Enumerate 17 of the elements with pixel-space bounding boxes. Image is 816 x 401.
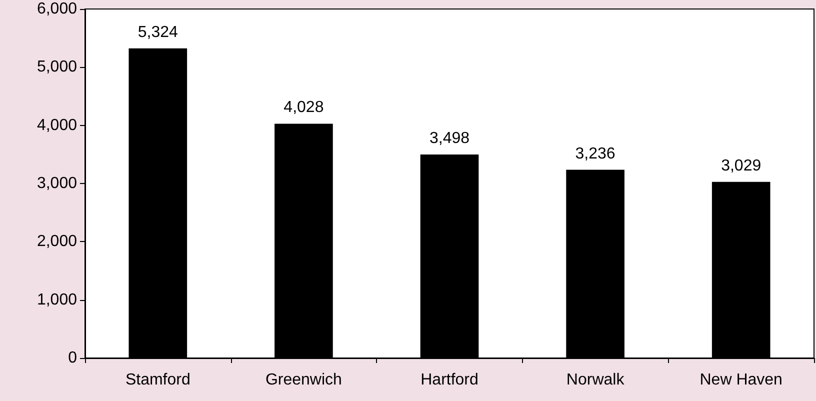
data-label: 3,029 <box>721 157 762 174</box>
x-tick-label: Stamford <box>125 372 190 388</box>
y-tick-label: 2,000 <box>36 233 78 250</box>
x-tick-label: New Haven <box>700 372 782 388</box>
data-label: 4,028 <box>284 99 324 116</box>
y-tick-label: 3,000 <box>36 175 78 192</box>
y-tick-label: 5,000 <box>36 58 78 76</box>
data-label: 3,498 <box>429 130 470 148</box>
x-tick-label: Greenwich <box>265 372 342 388</box>
data-label: 3,236 <box>575 145 616 162</box>
data-label: 5,324 <box>138 24 178 41</box>
y-tick-label: 1,000 <box>36 291 78 308</box>
x-tick-label: Norwalk <box>566 372 626 388</box>
y-tick-label: 0 <box>68 350 78 366</box>
x-tick-label: Hartford <box>420 372 478 388</box>
y-tick-label: 6,000 <box>36 0 78 18</box>
y-tick-label: 4,000 <box>36 116 78 134</box>
